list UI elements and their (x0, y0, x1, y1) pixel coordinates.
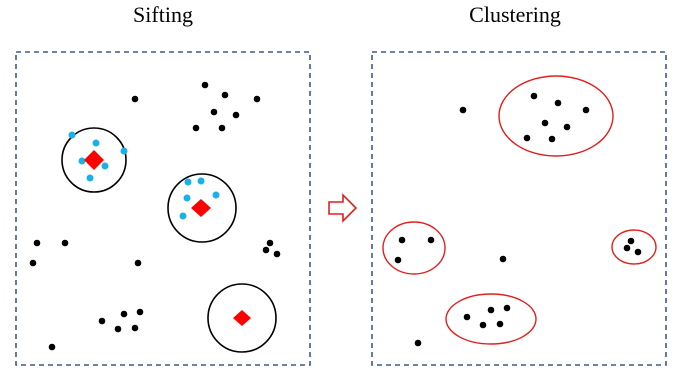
data-point (523, 134, 531, 142)
clustering-panel-frame (371, 51, 667, 366)
data-point (627, 237, 635, 245)
data-point (218, 124, 226, 132)
neighbor-point (183, 194, 191, 202)
sift-circle (61, 127, 127, 193)
center-diamond-icon (84, 150, 104, 170)
data-point (98, 317, 106, 325)
data-point (582, 106, 590, 114)
data-point (262, 246, 270, 254)
cluster-ellipse (498, 75, 614, 157)
data-point (61, 239, 69, 247)
clustering-title: Clustering (469, 2, 561, 27)
data-point (136, 308, 144, 316)
neighbor-point (101, 162, 109, 170)
data-point (394, 256, 402, 264)
neighbor-point (68, 131, 76, 139)
data-point (459, 106, 467, 114)
hollow-right-arrow-icon (328, 193, 358, 223)
sift-circle (167, 173, 237, 243)
data-point (623, 244, 631, 252)
data-point (210, 108, 218, 116)
neighbor-point (78, 157, 86, 165)
data-point (541, 119, 549, 127)
data-point (221, 91, 229, 99)
data-point (479, 321, 487, 329)
data-point (29, 259, 37, 267)
data-point (634, 248, 642, 256)
neighbor-point (120, 147, 128, 155)
data-point (427, 236, 435, 244)
data-point (120, 310, 128, 318)
data-point (496, 320, 504, 328)
cluster-ellipses (382, 75, 657, 345)
data-point (134, 259, 142, 267)
center-diamond-icon (191, 199, 211, 217)
data-point (487, 306, 495, 314)
data-point (131, 95, 139, 103)
data-point (192, 124, 200, 132)
data-point (48, 343, 56, 351)
cluster-ellipse (382, 221, 446, 275)
data-point (554, 99, 562, 107)
neighbor-point (212, 191, 220, 199)
data-point (398, 236, 406, 244)
data-point (266, 239, 274, 247)
data-point (563, 123, 571, 131)
data-point (463, 313, 471, 321)
center-markers (84, 150, 251, 326)
neighbor-point (92, 139, 100, 147)
data-point (273, 250, 281, 258)
data-point (414, 339, 422, 347)
sift-circle (207, 283, 277, 353)
data-point (548, 135, 556, 143)
data-point (499, 255, 507, 263)
neighbor-point (197, 177, 205, 185)
data-point (33, 239, 41, 247)
sifting-panel-frame (15, 51, 311, 366)
neighbor-point (179, 212, 187, 220)
neighbor-point (184, 178, 192, 186)
data-point (114, 325, 122, 333)
neighbor-points (68, 131, 220, 220)
data-point (131, 324, 139, 332)
cluster-ellipse (611, 229, 657, 265)
sifting-points (29, 81, 281, 351)
center-diamond-icon (233, 310, 251, 326)
data-point (530, 92, 538, 100)
data-point (253, 95, 261, 103)
data-point (201, 81, 209, 89)
cluster-ellipse (445, 293, 537, 345)
data-point (232, 111, 240, 119)
neighbor-point (86, 174, 94, 182)
sifting-title: Sifting (133, 2, 193, 27)
data-point (503, 304, 511, 312)
clustering-points (394, 92, 642, 347)
